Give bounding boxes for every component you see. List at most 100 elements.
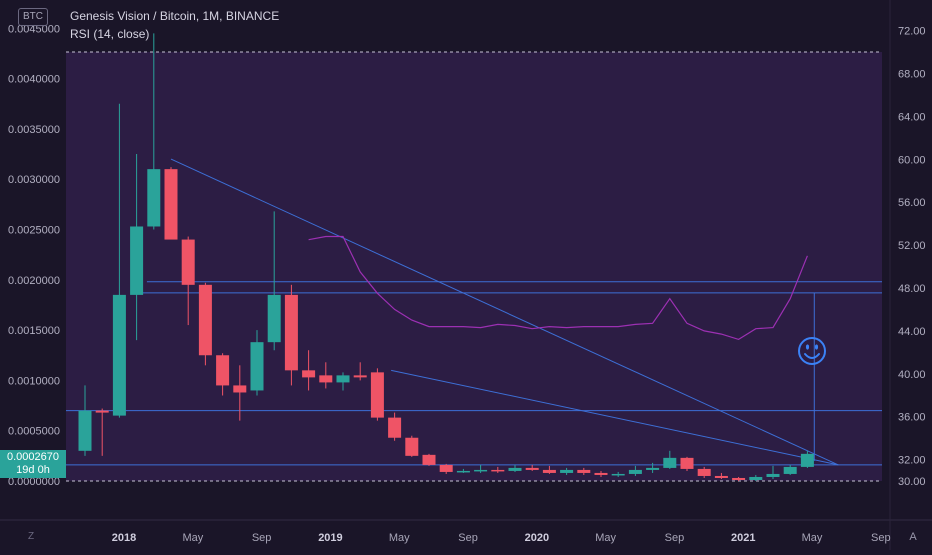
candle — [147, 33, 161, 230]
time-tick-label: 2021 — [731, 532, 755, 544]
candle-body — [370, 372, 384, 418]
candle — [336, 372, 350, 391]
candle-body — [302, 370, 316, 378]
candle-body — [474, 469, 488, 472]
rsi-tick-label: 30.00 — [898, 476, 926, 488]
trendline — [170, 158, 839, 466]
auto-scale-button[interactable]: A — [909, 531, 917, 543]
time-axis: 2018 May Sep 2019 May Sep 2020 May Sep 2021 May Sep — [112, 532, 891, 544]
candle-body — [766, 473, 780, 477]
candle — [233, 365, 247, 421]
candle — [95, 408, 109, 456]
candle — [353, 362, 367, 381]
rsi-tick-label: 40.00 — [898, 369, 926, 381]
candle — [491, 466, 505, 473]
candle — [370, 368, 384, 421]
candle-body — [714, 475, 728, 478]
time-tick-label: Sep — [871, 532, 891, 544]
last-price: 0.0002670 — [7, 451, 59, 463]
candle-body — [198, 284, 212, 356]
candle-body — [577, 469, 591, 473]
candle-body — [164, 169, 178, 240]
candle-body — [319, 375, 333, 383]
candle — [594, 470, 608, 477]
symbol-title[interactable]: Genesis Vision / Bitcoin, 1M, BINANCE — [70, 9, 280, 23]
time-tick-label: May — [802, 532, 823, 544]
candle-body — [611, 473, 625, 476]
candle — [560, 467, 574, 475]
candle — [474, 464, 488, 473]
rsi-tick-label: 56.00 — [898, 197, 926, 209]
candle — [422, 453, 436, 466]
candle — [663, 450, 677, 469]
candle-body — [732, 477, 746, 480]
indicator-title[interactable]: RSI (14, close) — [70, 27, 150, 41]
time-tick-label: 2020 — [525, 532, 549, 544]
candle — [439, 463, 453, 474]
time-tick-label: May — [182, 532, 203, 544]
rsi-tick-label: 52.00 — [898, 240, 926, 252]
candle — [216, 353, 230, 396]
candle-body — [284, 294, 298, 371]
candle-body — [216, 355, 230, 386]
candle — [766, 465, 780, 479]
candle-countdown: 19d 0h — [16, 464, 50, 476]
candle — [732, 476, 746, 481]
time-tick-label: 2018 — [112, 532, 136, 544]
candle — [284, 284, 298, 386]
candle-body — [112, 294, 126, 416]
time-tick-label: Sep — [458, 532, 478, 544]
candle — [680, 456, 694, 471]
zoom-button[interactable]: Z — [28, 531, 35, 542]
candle-body — [800, 453, 814, 467]
candle-body — [405, 437, 419, 456]
candle — [181, 236, 195, 326]
candle — [508, 464, 522, 472]
time-tick-label: 2019 — [318, 532, 342, 544]
candle-body — [233, 385, 247, 393]
candle-body — [147, 169, 161, 227]
smiley-mouth — [804, 353, 820, 359]
candle — [112, 103, 126, 418]
rsi-tick-label: 68.00 — [898, 68, 926, 80]
smiley-eye — [805, 344, 810, 350]
candle — [542, 465, 556, 474]
candle — [749, 474, 763, 481]
smiley-icon — [798, 337, 826, 365]
time-tick-label: Sep — [665, 532, 685, 544]
candle-body — [594, 472, 608, 475]
price-tick-label: 0.0015000 — [8, 325, 60, 337]
last-price-tag: 0.0002670 19d 0h — [0, 450, 66, 478]
candle — [302, 350, 316, 391]
time-tick-label: Sep — [252, 532, 272, 544]
candle-body — [78, 410, 92, 451]
candle — [164, 167, 178, 240]
price-tick-label: 0.0025000 — [8, 225, 60, 237]
rsi-indicator — [308, 235, 808, 341]
candle-body — [560, 469, 574, 473]
candle — [783, 464, 797, 475]
price-tick-label: 0.0010000 — [8, 375, 60, 387]
candle — [577, 467, 591, 475]
candle-body — [783, 466, 797, 474]
smiley-face — [798, 337, 826, 365]
rsi-tick-label: 44.00 — [898, 326, 926, 338]
drawings — [66, 158, 882, 466]
candle — [525, 464, 539, 471]
candle-body — [646, 467, 660, 470]
price-tick-label: 0.0035000 — [8, 124, 60, 136]
candle-body — [439, 464, 453, 472]
candle — [405, 435, 419, 457]
candle-body — [542, 469, 556, 473]
candle-body — [491, 469, 505, 472]
candle-body — [525, 467, 539, 470]
chart-header: BTC Genesis Vision / Bitcoin, 1M, BINANC… — [0, 0, 700, 48]
candle — [611, 471, 625, 477]
price-tick-label: 0.0000000 — [8, 476, 60, 488]
currency-badge[interactable]: BTC — [18, 8, 48, 26]
candle-body — [749, 476, 763, 480]
candle-body — [250, 342, 264, 391]
candle-body — [508, 467, 522, 471]
price-tick-label: 0.0020000 — [8, 275, 60, 287]
